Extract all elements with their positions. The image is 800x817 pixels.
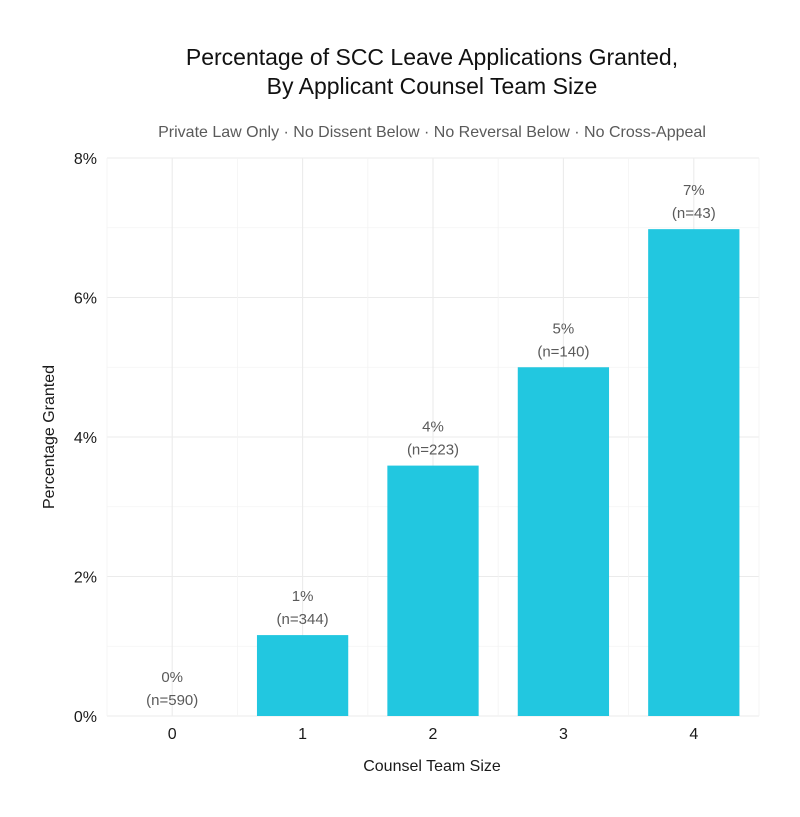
chart-subtitle: Private Law Only · No Dissent Below · No… xyxy=(158,124,706,141)
bar-count-label: (n=344) xyxy=(277,611,329,628)
bar-value-label: 1% xyxy=(292,588,314,605)
data-labels: 0% (n=590) 1% (n=344) 4% (n=223) 5% (n=140) 7% (n… xyxy=(146,182,716,709)
chart-title-line-2: By Applicant Counsel Team Size xyxy=(267,73,598,99)
x-axis: 0 1 2 3 4 xyxy=(168,726,699,743)
bar xyxy=(387,465,479,716)
y-tick-label: 4% xyxy=(74,430,97,447)
bar-count-label: (n=223) xyxy=(407,442,459,459)
x-tick-label: 4 xyxy=(689,726,698,743)
bar-count-label: (n=140) xyxy=(537,343,589,360)
bar-count-label: (n=43) xyxy=(672,205,716,222)
y-axis-title: Percentage Granted xyxy=(41,365,58,509)
bar xyxy=(517,367,610,716)
x-axis-title: Counsel Team Size xyxy=(363,758,501,775)
chart-title-line-1: Percentage of SCC Leave Applications Gra… xyxy=(186,44,678,70)
bar xyxy=(648,229,740,716)
x-tick-label: 1 xyxy=(298,726,307,743)
bar-value-label: 4% xyxy=(422,419,444,436)
bar-value-label: 0% xyxy=(161,669,183,686)
bar xyxy=(256,635,349,716)
bars xyxy=(256,229,740,716)
x-tick-label: 0 xyxy=(168,726,177,743)
y-tick-label: 0% xyxy=(74,709,97,726)
x-tick-label: 3 xyxy=(559,726,568,743)
bar-value-label: 7% xyxy=(683,182,705,199)
y-tick-label: 2% xyxy=(74,570,97,587)
y-tick-label: 8% xyxy=(74,151,97,168)
x-tick-label: 2 xyxy=(429,726,438,743)
y-axis: 0% 2% 4% 6% 8% xyxy=(74,151,97,726)
bar-value-label: 5% xyxy=(553,320,575,337)
bar-count-label: (n=590) xyxy=(146,692,198,709)
y-tick-label: 6% xyxy=(74,291,97,308)
